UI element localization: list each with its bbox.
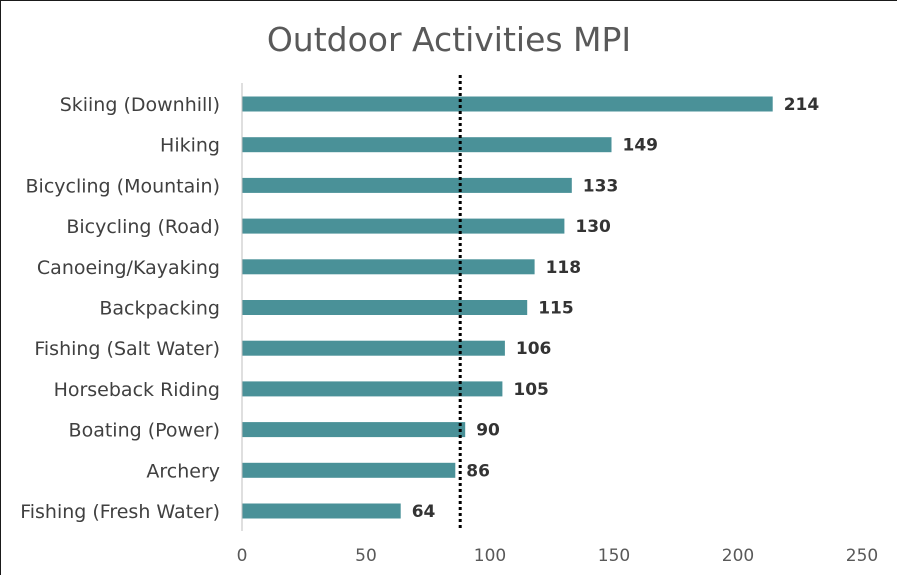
data-label: 118 — [546, 258, 582, 278]
x-axis-ticks: 0 50 100 150 200 250 — [237, 546, 879, 566]
data-label: 133 — [583, 176, 619, 196]
x-tick-label: 100 — [474, 546, 506, 566]
bar — [242, 300, 528, 315]
x-tick-label: 200 — [722, 546, 754, 566]
category-label: Horseback Riding — [54, 379, 220, 401]
data-label: 64 — [412, 502, 436, 522]
x-tick-label: 50 — [355, 546, 377, 566]
data-label: 115 — [538, 299, 574, 319]
category-label: Fishing (Salt Water) — [34, 338, 220, 360]
bar — [242, 137, 612, 153]
bar — [242, 218, 565, 234]
category-label: Canoeing/Kayaking — [37, 257, 220, 279]
category-label: Skiing (Downhill) — [60, 94, 220, 116]
bar — [242, 422, 466, 438]
category-label: Hiking — [160, 135, 220, 157]
data-label: 149 — [623, 136, 659, 156]
data-label: 105 — [513, 380, 549, 400]
bar — [242, 381, 503, 397]
x-tick-label: 250 — [846, 546, 878, 566]
category-labels: Skiing (Downhill) Hiking Bicycling (Mounta… — [20, 94, 220, 523]
category-label: Bicycling (Road) — [66, 216, 220, 238]
data-label: 90 — [476, 421, 500, 441]
data-label: 86 — [466, 461, 490, 481]
bar — [242, 462, 456, 478]
category-label: Boating (Power) — [69, 420, 220, 442]
bar — [242, 340, 505, 356]
x-tick-label: 0 — [237, 546, 248, 566]
data-label: 214 — [784, 95, 820, 115]
category-label: Backpacking — [99, 298, 220, 320]
data-label: 106 — [516, 339, 552, 359]
data-label: 130 — [575, 217, 611, 237]
bar — [242, 177, 572, 193]
category-label: Archery — [146, 460, 220, 482]
x-tick-label: 150 — [598, 546, 630, 566]
bars-layer — [242, 96, 773, 519]
bar — [242, 503, 401, 519]
category-label: Bicycling (Mountain) — [26, 175, 221, 197]
bar — [242, 259, 535, 275]
chart-title: Outdoor Activities MPI — [267, 20, 631, 59]
bar — [242, 96, 773, 112]
category-label: Fishing (Fresh Water) — [20, 501, 220, 523]
